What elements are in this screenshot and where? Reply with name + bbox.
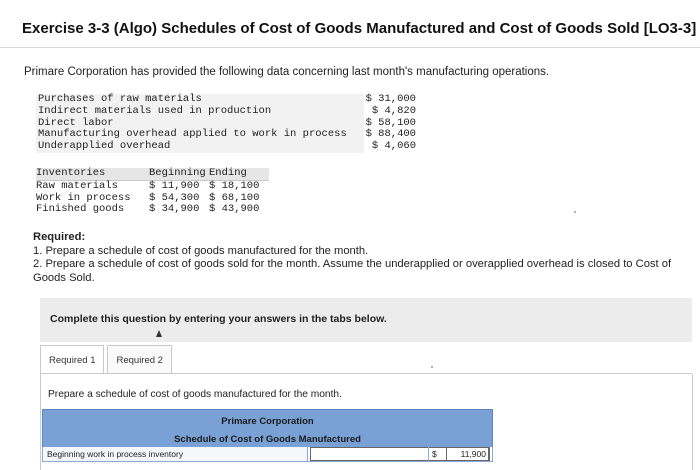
tab-bar: Required 1 Required 2 — [40, 345, 175, 373]
inventory-label: Finished goods — [36, 203, 125, 216]
table-row: Raw materials $ 11,900 $ 18,100 — [36, 180, 269, 192]
tab-divider — [40, 373, 692, 374]
column-header: Ending — [209, 167, 269, 181]
cost-data-table: Purchases of raw materials $ 31,000 Indi… — [36, 93, 420, 153]
required-item: 1. Prepare a schedule of cost of goods m… — [33, 244, 369, 257]
tab-prompt: Prepare a schedule of cost of goods manu… — [48, 389, 342, 400]
required-heading: Required: — [33, 231, 86, 243]
schedule-row: Beginning work in process inventory — [42, 447, 493, 462]
schedule-header: Primare Corporation Schedule of Cost of … — [42, 409, 493, 448]
schedule-row-value-cell: $ 11,900 — [428, 447, 489, 461]
cost-amount: $ 4,060 — [371, 140, 416, 153]
inventory-beginning: $ 54,300 — [149, 191, 200, 204]
inventory-beginning: $ 11,900 — [149, 179, 200, 192]
currency-symbol: $ — [432, 449, 437, 459]
cost-label: Indirect materials used in production — [36, 105, 364, 118]
inventories-table: Inventories Beginning Ending Raw materia… — [36, 167, 269, 216]
instruction-panel: Complete this question by entering your … — [40, 298, 692, 342]
table-row: Direct labor $ 58,100 — [36, 116, 420, 130]
inventory-ending: $ 68,100 — [209, 191, 260, 204]
cost-amount: $ 88,400 — [365, 128, 416, 141]
inventory-ending: $ 18,100 — [209, 179, 260, 192]
schedule-company: Primare Corporation — [221, 416, 314, 427]
cost-label: Underapplied overhead — [36, 140, 364, 153]
title-divider — [0, 47, 700, 48]
schedule-row-input[interactable] — [310, 447, 490, 461]
cost-amount: $ 31,000 — [365, 93, 416, 105]
required-section: Required: 1. Prepare a schedule of cost … — [33, 231, 698, 285]
schedule-row-label: Beginning work in process inventory — [43, 447, 308, 461]
required-item: 2. Prepare a schedule of cost of goods s… — [33, 258, 672, 284]
tab-required-2[interactable]: Required 2 — [107, 345, 172, 373]
schedule-row-value-input[interactable]: 11,900 — [446, 447, 489, 461]
table-row: Finished goods $ 34,900 $ 43,900 — [36, 204, 269, 216]
table-row: Manufacturing overhead applied to work i… — [36, 128, 420, 142]
cost-label: Manufacturing overhead applied to work i… — [36, 129, 364, 142]
cost-amount: $ 4,820 — [371, 104, 416, 117]
mouse-cursor-icon — [156, 330, 162, 337]
page-title: Exercise 3-3 (Algo) Schedules of Cost of… — [22, 20, 697, 37]
tab-required-1[interactable]: Required 1 — [40, 345, 105, 373]
cost-label: Direct labor — [36, 117, 364, 130]
table-row: Underapplied overhead $ 4,060 — [36, 140, 420, 153]
table-row: Purchases of raw materials $ 31,000 — [36, 93, 420, 106]
stray-dot — [574, 211, 576, 213]
table-row: Indirect materials used in production $ … — [36, 104, 420, 118]
stray-dot — [431, 366, 433, 368]
inventory-label: Raw materials — [36, 179, 118, 192]
intro-text: Primare Corporation has provided the fol… — [24, 66, 550, 78]
column-header: Beginning — [149, 167, 209, 181]
schedule-title: Schedule of Cost of Goods Manufactured — [174, 434, 361, 445]
inventory-label: Work in process — [36, 191, 131, 204]
cost-amount: $ 58,100 — [365, 116, 416, 129]
column-header: Inventories — [36, 167, 149, 181]
table-row: Work in process $ 54,300 $ 68,100 — [36, 191, 269, 205]
inventory-ending: $ 43,900 — [209, 203, 260, 216]
instruction-text: Complete this question by entering your … — [50, 313, 387, 325]
table-header-row: Inventories Beginning Ending — [36, 167, 269, 181]
cost-label: Purchases of raw materials — [36, 93, 364, 106]
inventory-beginning: $ 34,900 — [149, 203, 200, 216]
